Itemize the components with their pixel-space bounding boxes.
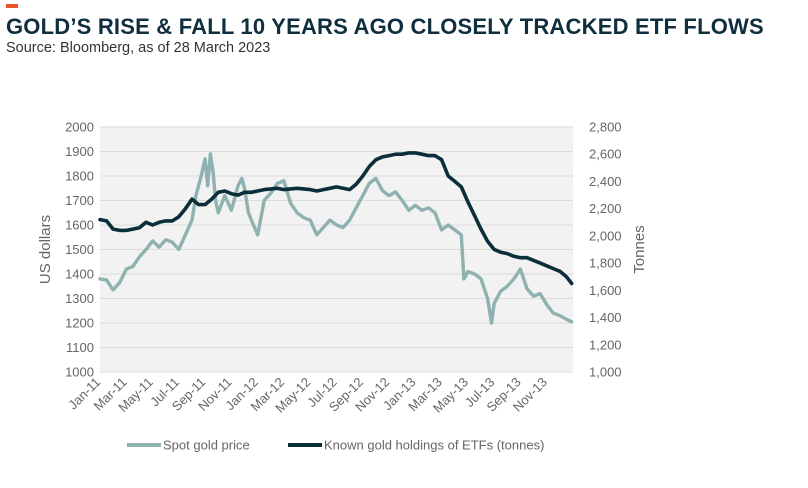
y-tick-label: 1600	[65, 218, 94, 233]
y2-tick-label: 1,400	[589, 310, 622, 325]
y-tick-label: 1900	[65, 144, 94, 159]
y-tick-label: 1400	[65, 267, 94, 282]
y-tick-label: 2000	[65, 120, 94, 135]
y2-tick-label: 2,600	[589, 147, 622, 162]
y-tick-label: 1100	[66, 340, 94, 355]
chart-title: GOLD’S RISE & FALL 10 YEARS AGO CLOSELY …	[6, 14, 764, 39]
y-tick-label: 1500	[65, 242, 94, 257]
series-line-etf-holdings	[98, 151, 574, 286]
y-axis-label: US dollars	[37, 215, 54, 284]
y2-tick-label: 1,600	[589, 283, 622, 298]
series-line-spot-gold	[98, 152, 574, 325]
chart-source: Source: Bloomberg, as of 28 March 2023	[6, 40, 271, 56]
y-tick-label: 1800	[65, 169, 94, 184]
y2-tick-label: 1,000	[589, 365, 622, 380]
y-tick-label: 1700	[65, 193, 94, 208]
series-lines	[98, 151, 574, 325]
y2-tick-label: 2,200	[589, 201, 622, 216]
y2-tick-label: 2,800	[589, 120, 622, 135]
y2-tick-label: 2,400	[589, 174, 622, 189]
y-axis-right: 1,000 1,200 1,400 1,600 1,800 2,000 2,200 2,400…	[589, 120, 622, 380]
x-axis: Jan-11Mar-11May-11Jul-11Sep-11Nov-11Jan-…	[65, 374, 550, 415]
y2-tick-label: 2,000	[589, 228, 622, 243]
legend-item-etf: Known gold holdings of ETFs (tonnes)	[324, 438, 544, 453]
y-tick-label: 1000	[65, 365, 94, 380]
y-axis-left: 1000 1100 1200 1300 1400 1500 1600 1700 1800 1900…	[65, 120, 94, 380]
y-tick-label: 1200	[65, 316, 94, 331]
legend-item-gold: Spot gold price	[163, 438, 250, 453]
legend: Spot gold price Known gold holdings of E…	[127, 438, 544, 453]
y-tick-label: 1300	[65, 291, 94, 306]
y2-tick-label: 1,800	[589, 256, 622, 271]
y2-tick-label: 1,200	[589, 337, 622, 352]
y2-axis-label: Tonnes	[631, 225, 648, 273]
accent-bar	[6, 4, 18, 8]
